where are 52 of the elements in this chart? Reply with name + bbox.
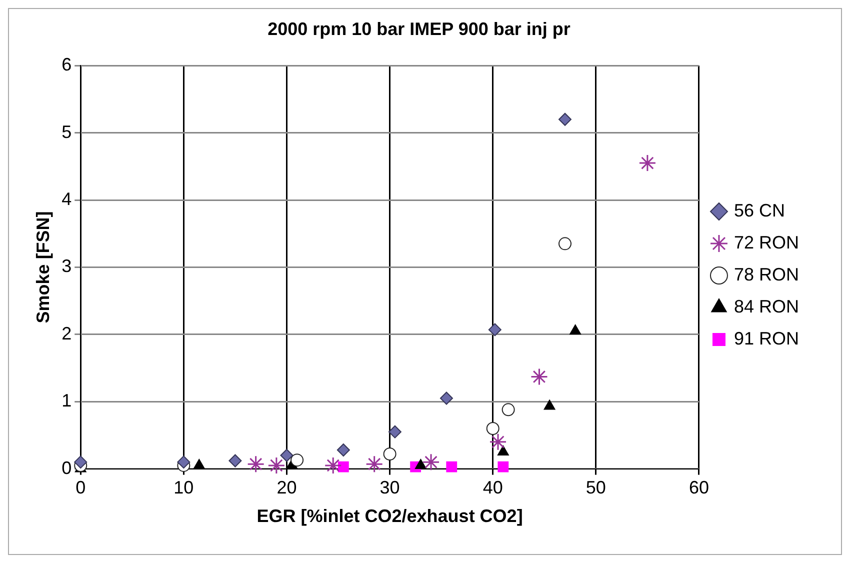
x-tick-label: 50 [586, 478, 606, 498]
y-tick-label: 1 [62, 390, 72, 411]
point [440, 392, 453, 405]
point [388, 425, 402, 438]
point [638, 154, 656, 172]
point [324, 456, 342, 474]
x-tick-label: 40 [482, 478, 503, 498]
y-axis-title: Smoke [FSN] [32, 211, 53, 324]
point [280, 448, 294, 462]
chart-title: 2000 rpm 10 bar IMEP 900 bar inj pr [268, 18, 570, 39]
x-tick-label: 60 [688, 478, 709, 498]
point [446, 461, 458, 472]
point [497, 446, 509, 456]
point [366, 455, 384, 473]
legend-label: 84 RON [734, 296, 800, 316]
point [74, 456, 88, 469]
y-tick-label: 3 [62, 256, 72, 276]
point [558, 237, 572, 250]
point [502, 403, 515, 416]
point [193, 458, 205, 469]
point [415, 458, 426, 469]
point [422, 453, 440, 471]
legend-label: 91 RON [734, 328, 800, 348]
y-tick-label: 2 [62, 323, 72, 344]
point [383, 448, 396, 461]
x-tick-label: 20 [276, 478, 297, 498]
point [570, 324, 581, 335]
legend-label: 56 CN [734, 200, 786, 220]
y-tick-label: 6 [62, 54, 72, 75]
y-tick-label: 0 [62, 458, 72, 478]
point [486, 422, 500, 435]
x-tick-label: 0 [76, 478, 86, 498]
point [177, 456, 190, 469]
x-tick-label: 10 [174, 478, 194, 498]
legend-label: 72 RON [734, 232, 800, 252]
x-tick-label: 30 [380, 478, 400, 498]
point [247, 455, 265, 473]
point [489, 433, 507, 451]
y-tick-label: 4 [62, 188, 72, 209]
point [290, 454, 304, 467]
point [498, 461, 509, 472]
point [488, 323, 502, 336]
y-tick-label: 5 [62, 122, 72, 142]
legend-label: 78 RON [734, 264, 800, 284]
point [228, 454, 242, 468]
point [544, 400, 556, 410]
point [338, 461, 349, 472]
point [336, 443, 350, 456]
point [530, 368, 548, 386]
x-axis-title: EGR [%inlet CO2/exhaust CO2] [256, 506, 523, 526]
point [268, 456, 286, 474]
point [558, 112, 572, 126]
